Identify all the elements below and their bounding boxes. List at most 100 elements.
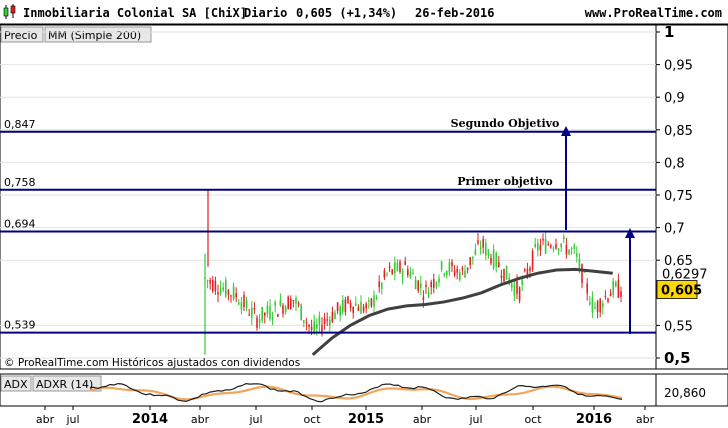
legend-adxr-box[interactable]	[32, 375, 102, 392]
header-date: 26-feb-2016	[415, 6, 494, 20]
legend-adx[interactable]: ADX	[4, 378, 28, 391]
candle-body	[383, 270, 386, 278]
legend-ma-box[interactable]	[44, 26, 152, 43]
candle-body	[310, 326, 313, 330]
candle-body	[490, 257, 492, 264]
candle-body	[378, 281, 380, 288]
candle-body	[586, 283, 588, 294]
candle-body	[511, 283, 513, 288]
candle-body	[482, 238, 484, 248]
candle-body	[461, 267, 464, 270]
candle-body	[498, 262, 500, 267]
candle-body	[589, 302, 591, 305]
header-site[interactable]: www.ProRealTime.com	[585, 6, 722, 20]
candle-body	[217, 292, 219, 295]
candle-body	[209, 279, 211, 284]
candle-body	[305, 322, 308, 324]
level-label: 0,847	[4, 118, 36, 131]
candle-body	[212, 279, 214, 292]
candle-body	[227, 290, 230, 295]
arrows-layer	[561, 126, 635, 334]
candle-body	[360, 301, 362, 314]
candle-body	[357, 307, 360, 311]
candle-body	[308, 324, 310, 327]
candle-body	[303, 320, 305, 323]
candle-body	[277, 314, 279, 317]
candle-body	[422, 296, 425, 300]
candle-body	[344, 299, 347, 313]
candle-body	[336, 302, 339, 312]
candle-body	[391, 269, 393, 274]
candle-body	[331, 311, 334, 322]
candle-body	[599, 299, 601, 313]
candle-body	[591, 297, 594, 312]
x-tick-label: oct	[524, 413, 542, 426]
candle-body	[518, 287, 521, 301]
candle-body	[271, 317, 274, 320]
candle-body	[474, 249, 477, 255]
candle-body	[334, 312, 336, 320]
candle-body	[492, 249, 495, 269]
level-note: Primer objetivo	[457, 175, 553, 188]
legend-price-box[interactable]	[0, 26, 44, 43]
candle-body	[404, 261, 406, 265]
candle-body	[607, 298, 609, 302]
candle-body	[362, 306, 365, 312]
header-last-change: 0,605 (+1,34%)	[296, 6, 397, 20]
candle-body	[438, 278, 440, 283]
candle-body	[386, 273, 388, 275]
y-tick-label: 0,95	[664, 59, 693, 74]
candle-body	[287, 296, 289, 310]
candle-body	[430, 281, 432, 288]
arrow-primer-head	[625, 228, 635, 238]
candle-body	[339, 306, 341, 316]
header-period: Diario	[244, 6, 287, 20]
candle-body	[443, 273, 445, 275]
candle-body	[368, 300, 370, 302]
candle-body	[256, 317, 258, 328]
candle-body	[568, 249, 570, 255]
candle-body	[295, 298, 297, 304]
candle-body	[495, 253, 497, 267]
candle-body	[578, 258, 581, 268]
candle-body	[505, 265, 508, 280]
adx-current-label: 20,860	[664, 386, 706, 400]
candle-body	[342, 299, 344, 312]
candle-body	[370, 298, 373, 307]
adx-axis-panel	[655, 373, 728, 407]
candle-body	[297, 303, 300, 305]
y-tick-label: 0,5	[664, 349, 691, 367]
x-tick-label: oct	[303, 413, 321, 426]
candle-body	[435, 282, 438, 287]
candle-body	[349, 302, 352, 308]
candle-body	[550, 245, 552, 248]
candle-body	[284, 306, 287, 313]
x-tick-label: jul	[65, 413, 79, 426]
legend-adxr[interactable]: ADXR (14)	[36, 378, 93, 391]
candle-body	[245, 300, 248, 309]
legend-ma[interactable]: MM (Simple 200)	[48, 29, 141, 42]
adx-line	[89, 382, 623, 403]
candle-body	[456, 269, 458, 273]
candle-body	[521, 279, 523, 285]
candle-body	[563, 236, 565, 240]
candle-body	[232, 286, 235, 300]
ma-current-badge	[657, 265, 727, 282]
ma-layer	[311, 267, 613, 356]
legend-price[interactable]: Precio	[4, 29, 38, 42]
candle-body	[604, 296, 607, 298]
candle-body	[347, 296, 349, 303]
candle-body	[573, 245, 575, 249]
candle-body	[251, 307, 253, 318]
header-instrument: Inmobiliaria Colonial SA [ChiX]	[23, 6, 247, 20]
instrument-icon	[3, 4, 16, 19]
price-current-badge	[656, 280, 698, 299]
legend-adx-box[interactable]	[0, 375, 32, 392]
candle-body	[576, 253, 578, 257]
candle-body	[318, 316, 321, 326]
y-tick-label: 0,85	[664, 124, 693, 139]
x-tick-label: 2015	[348, 412, 384, 427]
price-axis-panel	[655, 24, 728, 370]
candle-body	[206, 280, 209, 282]
